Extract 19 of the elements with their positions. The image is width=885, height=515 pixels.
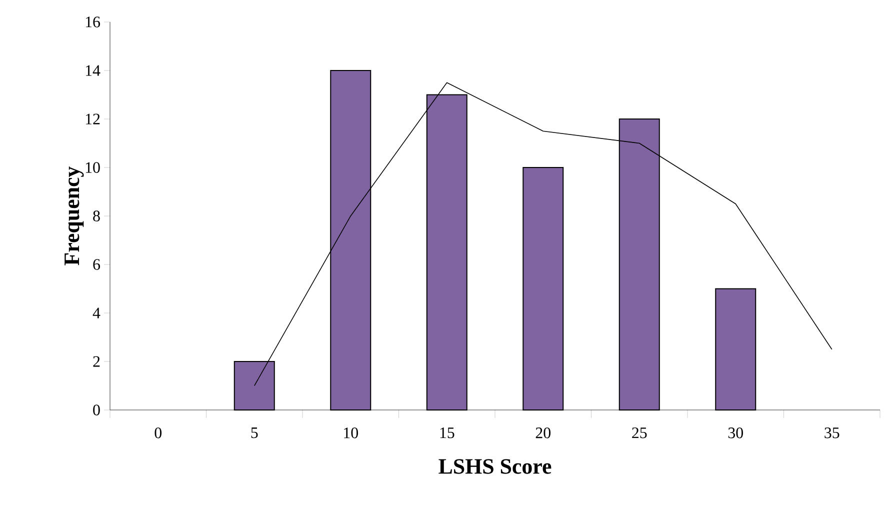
y-tick-label: 6 <box>93 259 100 270</box>
y-tick-label: 12 <box>86 114 100 124</box>
x-tick-label: 20 <box>536 428 550 438</box>
y-tick-label: 14 <box>86 65 100 76</box>
y-tick-label: 10 <box>86 162 100 173</box>
x-axis-title: LSHS Score <box>438 459 552 474</box>
x-tick-label: 35 <box>824 428 840 438</box>
x-tick-label: 30 <box>728 428 743 438</box>
x-tick-label: 10 <box>344 428 358 438</box>
y-tick-label: 4 <box>92 308 100 318</box>
y-axis-title: Frequency <box>64 166 84 266</box>
x-tick-label: 15 <box>440 428 454 438</box>
y-tick-label: 16 <box>86 16 100 28</box>
y-tick-label: 8 <box>93 210 100 222</box>
x-tick-label: 0 <box>154 428 162 438</box>
y-tick-label: 0 <box>93 404 100 416</box>
y-tick-label: 2 <box>93 356 100 367</box>
x-tick-label: 5 <box>251 428 258 438</box>
x-tick-label: 25 <box>632 428 647 438</box>
